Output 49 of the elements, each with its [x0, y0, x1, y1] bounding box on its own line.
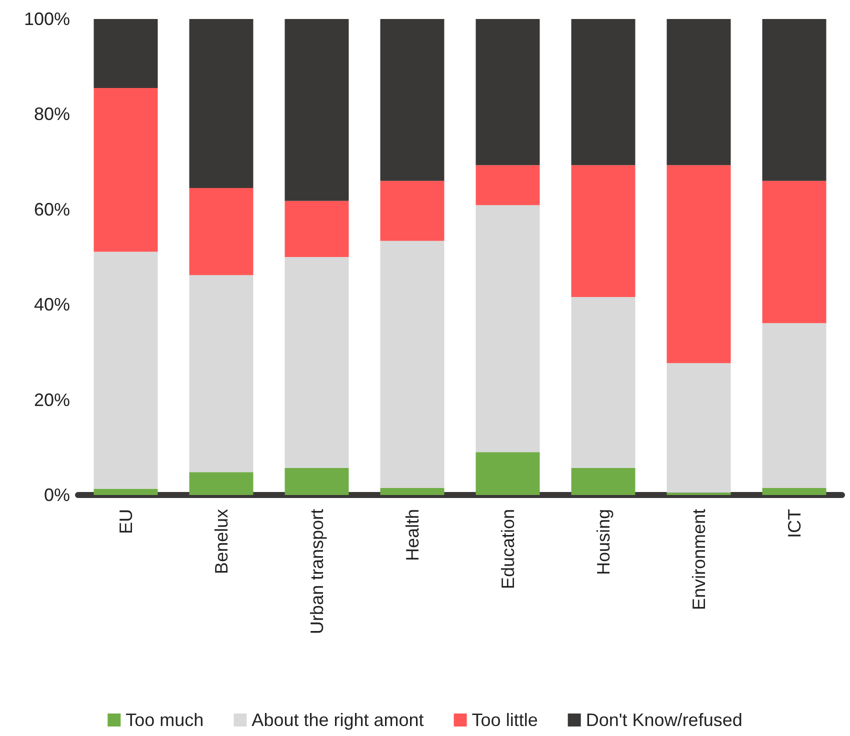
bar: [476, 19, 540, 166]
bar: [94, 252, 158, 489]
x-tick-label: Benelux: [211, 509, 232, 574]
bar: [94, 488, 158, 495]
bar: [189, 188, 254, 276]
bar: [666, 165, 731, 364]
x-tick-label: Health: [402, 509, 422, 562]
bar: [94, 19, 158, 88]
legend-label: Don't Know/refused: [586, 710, 742, 730]
y-tick-label: 100%: [24, 9, 70, 29]
bar: [284, 19, 349, 201]
y-tick-label: 0%: [44, 485, 70, 505]
bar: [189, 275, 254, 472]
legend-label: Too little: [472, 710, 538, 730]
x-tick-label: ICT: [784, 509, 804, 538]
bar: [762, 180, 826, 324]
bar: [189, 19, 254, 188]
y-tick-label: 60%: [34, 199, 70, 220]
legend-label: About the right amont: [252, 710, 424, 730]
bar: [476, 452, 540, 495]
x-tick-label: Education: [498, 509, 518, 590]
y-tick-label: 20%: [34, 390, 70, 410]
bar: [380, 240, 444, 488]
bar: [284, 257, 349, 468]
bar: [666, 363, 731, 493]
bar: [571, 468, 636, 495]
x-tick-label: Environment: [688, 509, 709, 610]
x-tick-label: Housing: [593, 509, 614, 576]
bar: [476, 205, 540, 452]
x-tick-label: Urban transport: [306, 509, 327, 634]
bar: [571, 296, 636, 468]
bar: [666, 19, 731, 166]
bar: [284, 200, 349, 257]
bar: [762, 19, 826, 181]
y-tick-label: 40%: [34, 294, 70, 315]
bar: [380, 488, 444, 495]
x-tick-label: EU: [116, 509, 136, 534]
bar: [284, 468, 349, 495]
bar: [380, 180, 444, 241]
y-tick-label: 80%: [34, 104, 70, 124]
bar: [571, 165, 636, 297]
legend-label: Too much: [126, 710, 204, 730]
bar: [189, 472, 254, 495]
bar: [762, 488, 826, 495]
bar: [94, 88, 158, 252]
bar: [762, 323, 826, 488]
bar: [571, 19, 636, 166]
bar: [380, 19, 444, 181]
bar: [476, 165, 540, 206]
